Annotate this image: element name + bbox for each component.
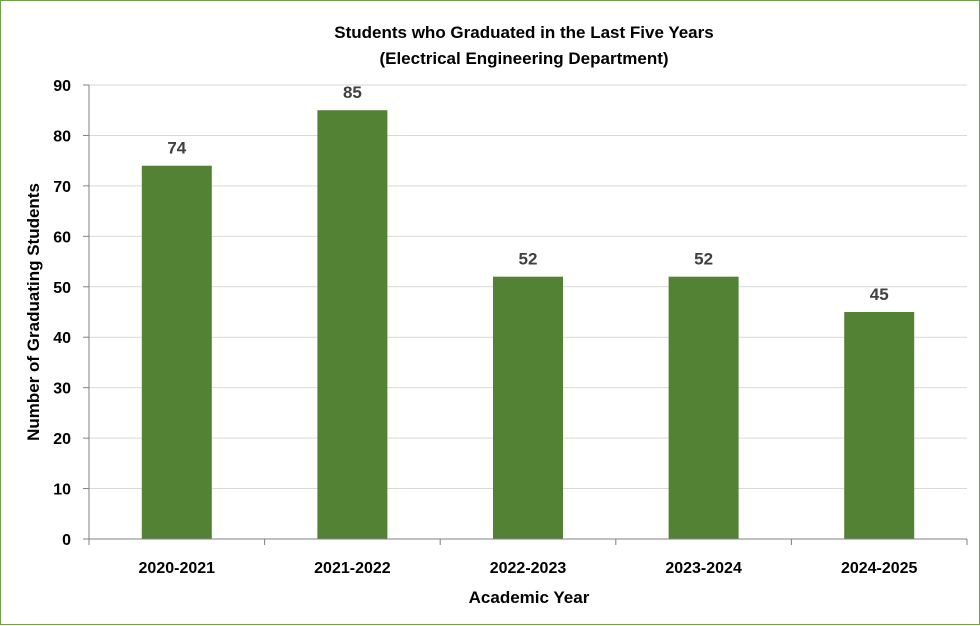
y-tick-label: 10 [53, 482, 71, 499]
y-axis-title: Number of Graduating Students [24, 183, 43, 441]
data-label: 52 [519, 250, 538, 269]
x-tick-label: 2023-2024 [665, 560, 742, 577]
y-tick-label: 90 [53, 78, 71, 95]
y-tick-label: 40 [53, 330, 71, 347]
x-tick-label: 2020-2021 [139, 560, 216, 577]
x-axis-title: Academic Year [469, 588, 590, 607]
y-tick-label: 60 [53, 229, 71, 246]
bar-2020-2021 [141, 165, 212, 539]
y-tick-label: 50 [53, 280, 71, 297]
y-tick-label: 0 [62, 532, 71, 549]
y-tick-label: 30 [53, 381, 71, 398]
bar-2023-2024 [668, 276, 739, 539]
bar-2024-2025 [844, 312, 915, 539]
data-label: 74 [167, 139, 186, 158]
chart-title: Students who Graduated in the Last Five … [334, 23, 713, 42]
x-tick-label: 2024-2025 [841, 560, 918, 577]
y-tick-label: 20 [53, 431, 71, 448]
x-tick-label: 2021-2022 [314, 560, 391, 577]
x-tick-label: 2022-2023 [490, 560, 567, 577]
labels: 0 10 20 30 40 50 60 70 80 90 74 2020-2021 85 2021-202… [53, 78, 917, 577]
bars [141, 110, 915, 539]
bar-2021-2022 [317, 110, 388, 539]
y-tick-label: 70 [53, 179, 71, 196]
y-tick-label: 80 [53, 128, 71, 145]
axes [83, 84, 968, 545]
chart-subtitle: (Electrical Engineering Department) [379, 49, 668, 68]
data-label: 52 [694, 250, 713, 269]
data-label: 45 [870, 285, 889, 304]
bar-2022-2023 [493, 276, 563, 539]
data-label: 85 [343, 83, 362, 102]
